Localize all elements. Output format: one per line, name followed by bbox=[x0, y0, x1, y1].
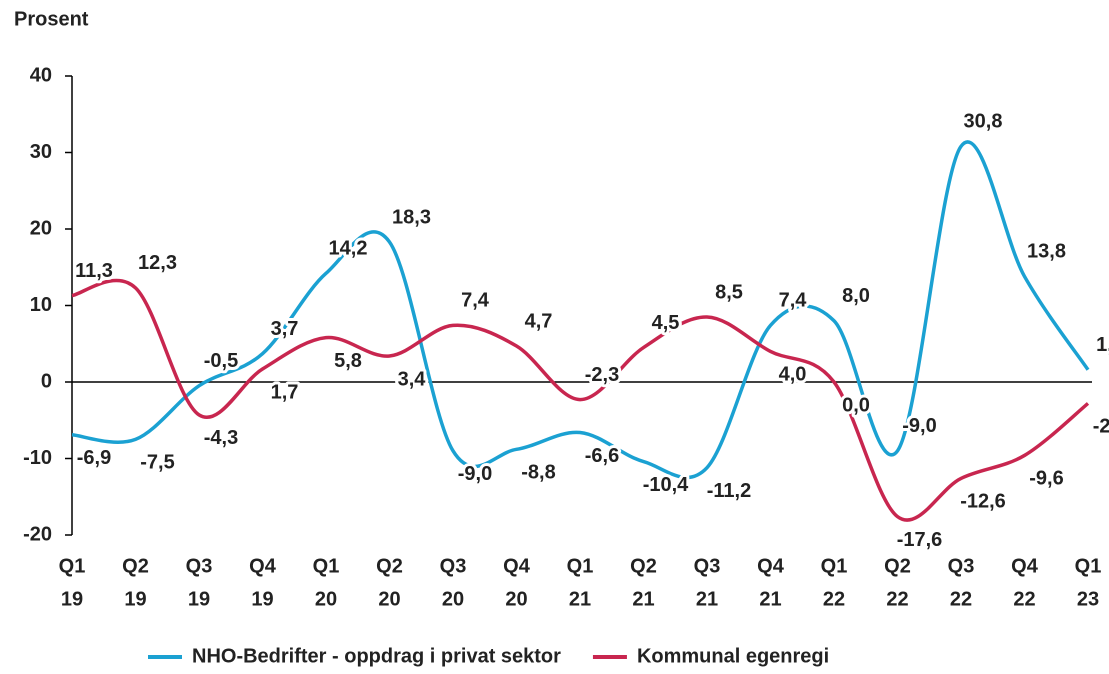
data-label: 1,6 bbox=[1096, 334, 1109, 356]
data-label: 18,3 bbox=[392, 206, 431, 228]
x-tick-label: Q2 bbox=[122, 555, 149, 577]
data-label: -17,6 bbox=[897, 529, 943, 551]
x-tick-label: 19 bbox=[124, 588, 146, 610]
data-label: 4,7 bbox=[525, 310, 553, 332]
y-tick-label: -10 bbox=[23, 447, 52, 469]
data-label: -6,6 bbox=[585, 445, 619, 467]
data-label: 4,5 bbox=[652, 312, 680, 334]
series-line bbox=[71, 278, 1090, 522]
x-tick-label: 21 bbox=[696, 588, 718, 610]
data-label: 12,3 bbox=[138, 252, 177, 274]
x-tick-label: Q2 bbox=[630, 555, 657, 577]
x-tick-label: 22 bbox=[1013, 588, 1035, 610]
data-label: -9,0 bbox=[902, 415, 936, 437]
x-tick-label: 19 bbox=[251, 588, 273, 610]
x-tick-label: Q1 bbox=[1075, 555, 1102, 577]
data-label: -9,6 bbox=[1029, 468, 1063, 490]
data-label: 8,5 bbox=[715, 281, 743, 303]
x-tick-label: 21 bbox=[569, 588, 591, 610]
y-axis-label: Prosent bbox=[14, 8, 89, 30]
x-tick-label: Q3 bbox=[186, 555, 213, 577]
y-tick-label: 30 bbox=[30, 141, 52, 163]
series-line bbox=[71, 140, 1090, 480]
x-tick-label: 19 bbox=[61, 588, 83, 610]
x-tick-label: Q4 bbox=[757, 555, 785, 577]
data-label: 8,0 bbox=[842, 285, 870, 307]
data-label: 11,3 bbox=[75, 260, 113, 282]
x-tick-label: Q3 bbox=[440, 555, 467, 577]
y-tick-label: 40 bbox=[30, 64, 52, 86]
x-tick-label: 23 bbox=[1077, 588, 1099, 610]
y-tick-label: -20 bbox=[23, 523, 52, 545]
data-label: 5,8 bbox=[334, 350, 362, 372]
x-tick-label: Q1 bbox=[59, 555, 86, 577]
x-tick-label: Q1 bbox=[821, 555, 848, 577]
x-tick-label: 22 bbox=[950, 588, 972, 610]
data-label: -0,5 bbox=[204, 350, 238, 372]
data-label: -8,8 bbox=[521, 462, 555, 484]
x-tick-label: 22 bbox=[886, 588, 908, 610]
data-label: 4,0 bbox=[779, 364, 807, 386]
y-tick-label: 20 bbox=[30, 217, 52, 239]
x-tick-label: 20 bbox=[505, 588, 527, 610]
data-label: 0,0 bbox=[842, 394, 870, 416]
x-tick-label: Q3 bbox=[694, 555, 721, 577]
data-label: 7,4 bbox=[461, 290, 490, 312]
data-label: -7,5 bbox=[140, 452, 174, 474]
x-tick-label: Q1 bbox=[567, 555, 594, 577]
x-tick-label: 20 bbox=[442, 588, 464, 610]
y-tick-label: 10 bbox=[30, 294, 52, 316]
x-tick-label: Q2 bbox=[376, 555, 403, 577]
x-tick-label: Q2 bbox=[884, 555, 911, 577]
x-tick-label: Q4 bbox=[1011, 555, 1039, 577]
x-tick-label: 21 bbox=[632, 588, 654, 610]
data-label: -2,8 bbox=[1093, 416, 1109, 438]
data-label: -4,3 bbox=[204, 427, 238, 449]
data-label: -12,6 bbox=[960, 491, 1006, 513]
data-label: -9,0 bbox=[458, 463, 492, 485]
data-label: 30,8 bbox=[964, 111, 1003, 133]
data-label: 14,2 bbox=[329, 238, 368, 260]
x-tick-label: 22 bbox=[823, 588, 845, 610]
x-tick-label: Q1 bbox=[313, 555, 340, 577]
x-tick-label: 19 bbox=[188, 588, 210, 610]
data-label: -6,9 bbox=[77, 447, 111, 469]
legend-label: NHO-Bedrifter - oppdrag i privat sektor bbox=[192, 645, 561, 667]
x-tick-label: Q4 bbox=[503, 555, 531, 577]
legend-label: Kommunal egenregi bbox=[637, 645, 829, 667]
x-tick-label: Q4 bbox=[249, 555, 277, 577]
data-label: 3,4 bbox=[398, 368, 427, 390]
data-label: -10,4 bbox=[643, 474, 689, 496]
data-label: 1,7 bbox=[271, 381, 299, 403]
data-label: 13,8 bbox=[1027, 241, 1066, 263]
x-tick-label: 21 bbox=[759, 588, 781, 610]
y-tick-label: 0 bbox=[41, 370, 52, 392]
data-label: -2,3 bbox=[585, 364, 619, 386]
data-label: 7,4 bbox=[779, 290, 808, 312]
x-tick-label: Q3 bbox=[948, 555, 975, 577]
x-tick-label: 20 bbox=[378, 588, 400, 610]
data-label: -11,2 bbox=[707, 480, 751, 502]
x-tick-label: 20 bbox=[315, 588, 337, 610]
data-label: 3,7 bbox=[271, 318, 299, 340]
